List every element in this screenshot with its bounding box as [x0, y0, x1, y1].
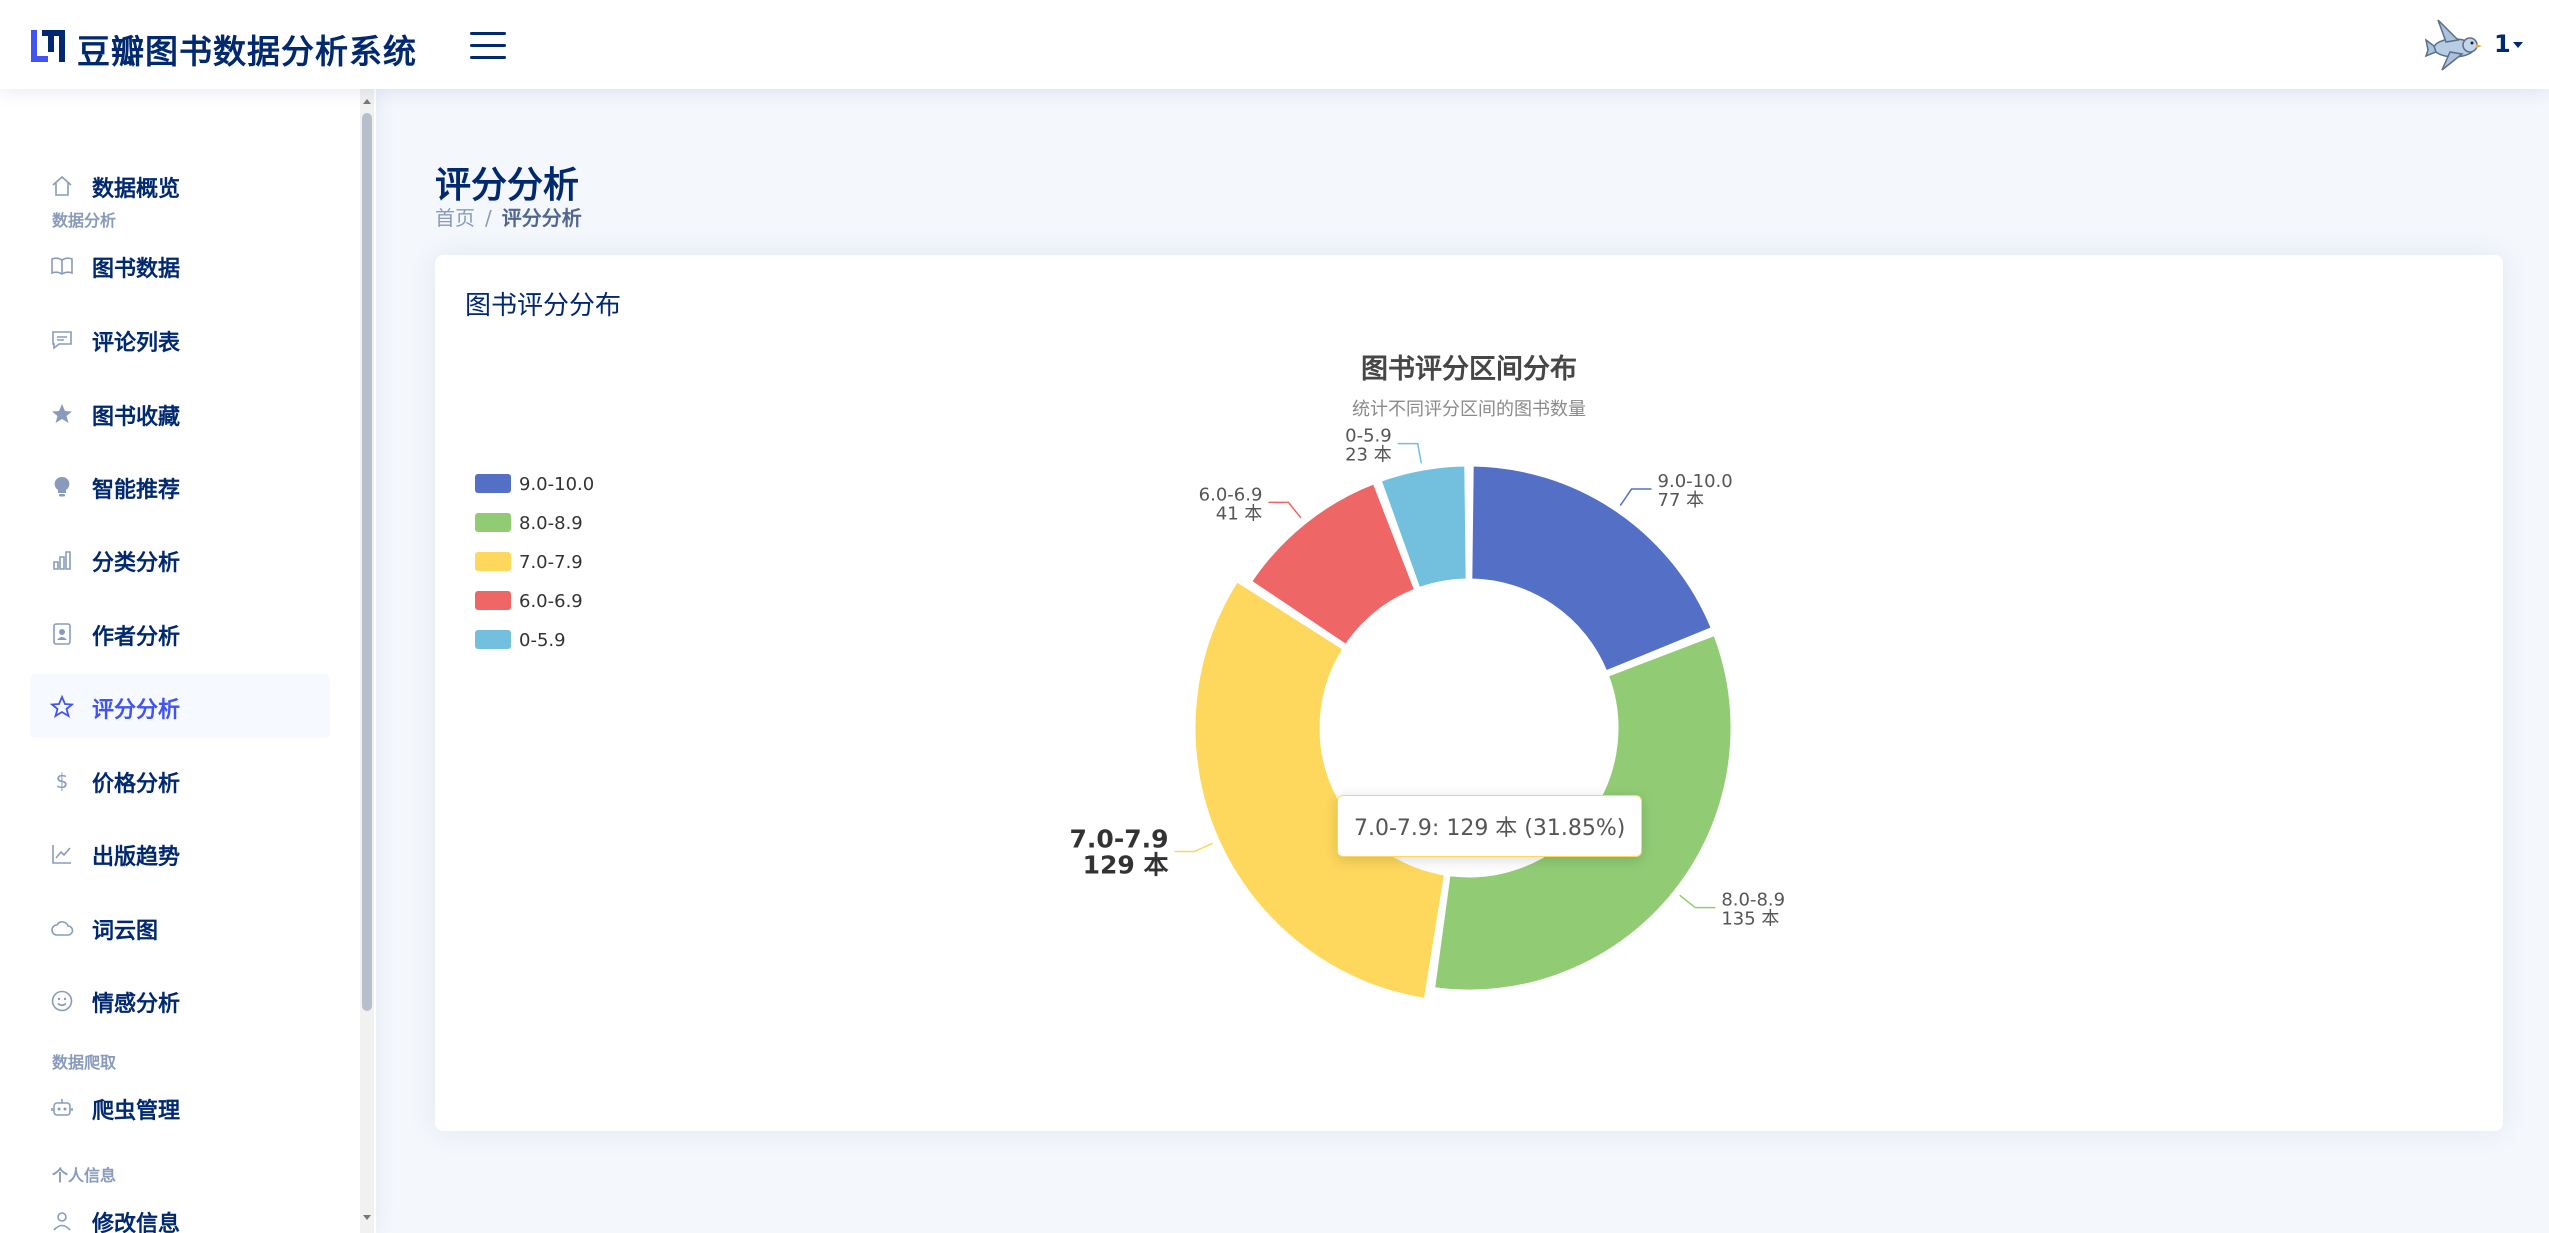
label-line-6.0-6.9: [1268, 501, 1302, 519]
sidebar-item-6[interactable]: 分类分析: [30, 527, 330, 591]
slice-label-value: 41 本: [1216, 503, 1263, 524]
sidebar-item-label: 出版趋势: [92, 845, 181, 870]
legend-swatch-7.0-7.9: [475, 552, 511, 571]
legend-swatch-0-5.9: [475, 630, 511, 649]
sidebar-item-label: 爬虫管理: [92, 1099, 181, 1124]
top-header: 豆瓣图书数据分析系统 1: [0, 0, 2549, 89]
person-icon: [53, 1212, 71, 1231]
donut-slice-8.0-8.9: [1432, 632, 1734, 993]
page-title: 评分分析: [435, 165, 580, 206]
sidebar-item-label: 情感分析: [92, 992, 181, 1017]
sidebar-item-14[interactable]: 爬虫管理: [30, 1075, 330, 1139]
label-line-9.0-10.0: [1619, 488, 1652, 506]
slice-label-name: 9.0-10.0: [1658, 471, 1733, 492]
sidebar-item-label: 数据概览: [92, 177, 181, 202]
sidebar-heading: 数据爬取: [52, 1053, 117, 1072]
person-badge-icon: [53, 623, 71, 645]
slice-label-value: 135 本: [1721, 909, 1779, 930]
lightbulb-icon: [54, 476, 70, 497]
sidebar-item-0[interactable]: 数据概览: [30, 153, 330, 217]
legend-label: 6.0-6.9: [519, 591, 583, 612]
scroll-up-arrow-icon[interactable]: [363, 99, 371, 104]
home-icon: [52, 175, 72, 196]
sidebar-item-label: 分类分析: [92, 551, 181, 576]
app-title[interactable]: 豆瓣图书数据分析系统: [77, 32, 417, 71]
sidebar-item-4[interactable]: 图书收藏: [30, 381, 330, 445]
sidebar-heading: 个人信息: [52, 1166, 117, 1185]
sidebar-item-label: 智能推荐: [92, 478, 181, 503]
slice-label-name: 8.0-8.9: [1721, 890, 1785, 911]
sidebar-item-label: 价格分析: [92, 772, 181, 797]
line-chart-icon: [52, 845, 71, 864]
logo-icon[interactable]: [28, 26, 68, 66]
sidebar: 数据概览数据分析图书数据评论列表图书收藏智能推荐分类分析作者分析评分分析 $ 价格分…: [0, 89, 376, 1233]
legend-label: 8.0-8.9: [519, 513, 583, 534]
chart-tooltip: 7.0-7.9: 129 本 (31.85%): [1337, 795, 1643, 857]
legend-label: 7.0-7.9: [519, 552, 583, 573]
slice-label-value: 77 本: [1658, 490, 1705, 511]
rating-distribution-card: 图书评分分布 图书评分区间分布 统计不同评分区间的图书数量 9.0-10.0 77 本…: [435, 255, 2503, 1131]
label-line-0-5.9: [1397, 442, 1422, 464]
bar-chart-icon: [53, 551, 71, 570]
sidebar-item-label: 评分分析: [92, 698, 181, 723]
label-line-8.0-8.9: [1679, 894, 1716, 909]
sidebar-item-label: 作者分析: [92, 625, 181, 650]
sidebar-item-8[interactable]: 评分分析: [30, 674, 330, 738]
chart-subtitle: 统计不同评分区间的图书数量: [1352, 399, 1586, 420]
dollar-icon: $: [56, 769, 69, 793]
smile-icon: [51, 990, 73, 1012]
sidebar-item-7[interactable]: 作者分析: [30, 601, 330, 665]
legend-label: 0-5.9: [519, 630, 566, 651]
donut-slice-0-5.9: [1378, 463, 1469, 591]
donut-slice-9.0-10.0: [1469, 463, 1714, 674]
sidebar-item-10[interactable]: 出版趋势: [30, 821, 330, 885]
breadcrumb-home[interactable]: 首页: [435, 206, 475, 230]
legend-label: 9.0-10.0: [519, 474, 594, 495]
svg-text:$: $: [56, 769, 69, 793]
sidebar-item-label: 图书数据: [92, 257, 181, 282]
breadcrumb-current: 评分分析: [501, 206, 582, 230]
sidebar-item-11[interactable]: 词云图: [30, 895, 330, 959]
bird-avatar-icon[interactable]: [2424, 16, 2482, 74]
sidebar-item-label: 评论列表: [92, 331, 181, 356]
label-line-7.0-7.9: [1174, 842, 1214, 853]
slice-label-value: 129 本: [1083, 850, 1169, 879]
sidebar-item-9[interactable]: $ 价格分析: [30, 748, 330, 812]
star-icon: [52, 404, 72, 423]
cloud-icon: [51, 921, 74, 936]
scroll-down-arrow-icon[interactable]: [363, 1215, 371, 1220]
card-title: 图书评分分布: [465, 291, 622, 321]
sidebar-item-16[interactable]: 修改信息: [30, 1188, 330, 1233]
sidebar-scrollbar-thumb[interactable]: [362, 113, 372, 1011]
star-outline-icon: [50, 695, 74, 718]
hamburger-icon[interactable]: [470, 30, 506, 62]
slice-label-value: 23 本: [1345, 445, 1392, 466]
legend-swatch-6.0-6.9: [475, 591, 511, 610]
sidebar-item-2[interactable]: 图书数据: [30, 233, 330, 297]
breadcrumb: 首页 / 评分分析: [435, 202, 582, 231]
sidebar-item-label: 词云图: [92, 919, 159, 944]
sidebar-item-5[interactable]: 智能推荐: [30, 454, 330, 518]
donut-slice-6.0-6.9: [1248, 481, 1418, 648]
slice-label-name: 6.0-6.9: [1199, 484, 1263, 505]
sidebar-heading: 数据分析: [52, 211, 117, 230]
comment-icon: [52, 331, 72, 350]
sidebar-item-3[interactable]: 评论列表: [30, 307, 330, 371]
breadcrumb-separator: /: [485, 206, 492, 230]
sidebar-item-label: 图书收藏: [92, 405, 181, 430]
robot-icon: [51, 1099, 73, 1116]
slice-label-name: 7.0-7.9: [1070, 824, 1169, 853]
book-icon: [51, 257, 73, 275]
chevron-down-icon[interactable]: [2513, 42, 2523, 48]
sidebar-item-12[interactable]: 情感分析: [30, 968, 330, 1032]
sidebar-item-label: 修改信息: [92, 1212, 181, 1233]
slice-label-name: 0-5.9: [1345, 426, 1392, 447]
donut-slice-7.0-7.9: [1192, 579, 1447, 1002]
chart-title: 图书评分区间分布: [1361, 354, 1577, 385]
legend-swatch-8.0-8.9: [475, 513, 511, 532]
legend-swatch-9.0-10.0: [475, 474, 511, 493]
user-name[interactable]: 1: [2494, 30, 2511, 58]
